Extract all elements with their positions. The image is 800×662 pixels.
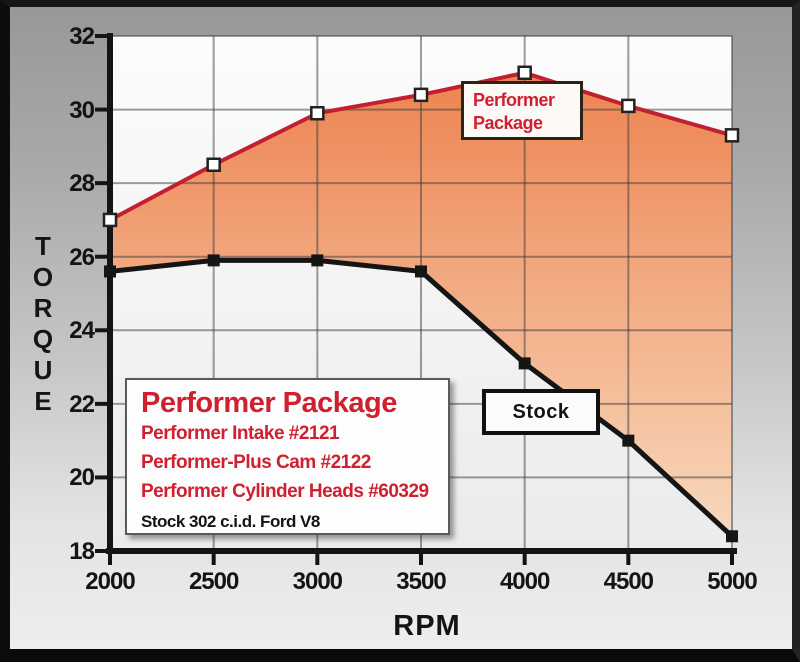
legend-item-heads: Performer Cylinder Heads #60329 [141,481,429,502]
legend-box: Performer Package Performer Intake #2121… [125,378,450,535]
y-tick-label: 30 [69,96,95,124]
y-tick-label: 26 [69,243,95,271]
performer-callout-line1: Performer [473,90,555,110]
y-tick-label: 28 [69,170,95,198]
performer-callout-line2: Package [473,113,543,133]
y-tick-label: 20 [69,464,95,492]
x-tick-label: 4500 [603,568,654,595]
legend-footnote: Stock 302 c.i.d. Ford V8 [141,512,320,531]
x-tick-label: 3000 [292,568,343,595]
performer-package-callout: Performer Package [461,81,583,140]
legend-item-intake: Performer Intake #2121 [141,423,340,444]
y-tick-label: 22 [69,390,95,418]
x-axis-title: RPM [393,610,461,642]
x-tick-label: 2500 [188,568,239,595]
y-tick-label: 18 [69,538,95,565]
y-axis-title: T O R Q U E [32,231,54,416]
x-tick-label: 2000 [85,568,135,595]
x-tick-label: 4000 [499,568,550,595]
stock-callout: Stock [482,389,600,435]
legend-item-cam: Performer-Plus Cam #2122 [141,452,371,473]
x-tick-label: 3500 [396,568,446,595]
y-tick-label: 32 [69,23,95,50]
x-tick-label: 5000 [707,568,757,595]
y-tick-label: 24 [69,317,95,345]
legend-title: Performer Package [141,387,397,419]
